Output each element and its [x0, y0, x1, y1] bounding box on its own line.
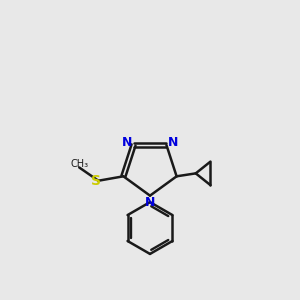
- Text: S: S: [91, 174, 101, 188]
- Text: S: S: [78, 165, 79, 166]
- Text: N: N: [168, 136, 178, 148]
- Text: N: N: [122, 136, 132, 148]
- Text: N: N: [145, 196, 155, 208]
- Text: CH₃: CH₃: [70, 159, 88, 169]
